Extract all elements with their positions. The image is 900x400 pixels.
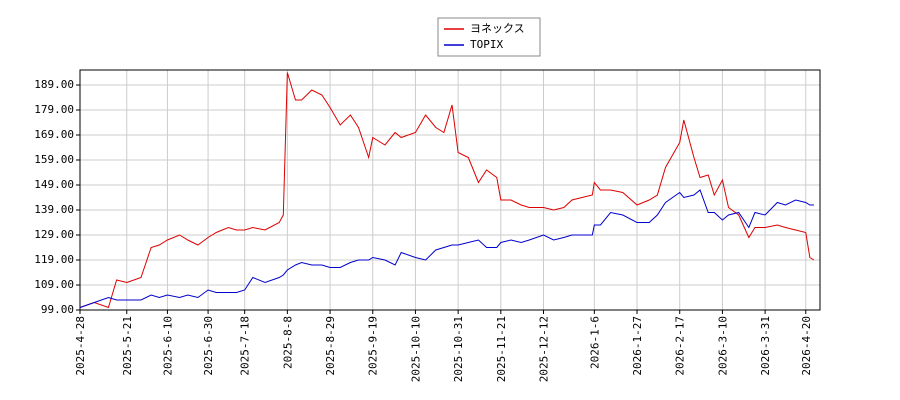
legend-label: ヨネックス: [470, 22, 525, 35]
line-series: [79, 189, 814, 308]
y-tick-label: 139.00: [34, 203, 74, 216]
y-tick-label: 109.00: [34, 278, 74, 291]
plot-frame: [79, 69, 821, 311]
y-tick-label: 149.00: [34, 178, 74, 191]
x-tick-label: 2026-1-27: [631, 316, 644, 376]
x-tick-label: 2025-10-31: [452, 316, 465, 382]
x-tick-label: 2025-6-30: [202, 316, 215, 376]
x-tick-label: 2025-8-8: [281, 316, 294, 369]
x-tick-label: 2025-4-28: [74, 316, 87, 376]
y-tick-label: 179.00: [34, 103, 74, 116]
x-tick-label: 2026-3-31: [759, 316, 772, 376]
x-tick-label: 2026-4-20: [800, 316, 813, 376]
y-tick-label: 169.00: [34, 128, 74, 141]
x-tick-label: 2025-9-19: [367, 316, 380, 376]
y-tick-label: 189.00: [34, 78, 74, 91]
x-tick-label: 2026-3-10: [716, 316, 729, 376]
x-tick-label: 2025-10-10: [409, 316, 422, 382]
x-tick-label: 2025-5-21: [121, 316, 134, 376]
x-tick-label: 2026-2-17: [674, 316, 687, 376]
x-tick-label: 2025-11-21: [495, 316, 508, 382]
x-tick-label: 2025-8-29: [324, 316, 337, 376]
y-tick-label: 119.00: [34, 253, 74, 266]
legend-box: [437, 17, 541, 57]
x-tick-label: 2026-1-6: [588, 316, 601, 369]
y-tick-label: 99.00: [41, 303, 74, 316]
y-tick-label: 129.00: [34, 228, 74, 241]
y-tick-label: 159.00: [34, 153, 74, 166]
x-tick-label: 2025-7-18: [239, 316, 252, 376]
x-tick-label: 2025-6-10: [161, 316, 174, 376]
x-tick-label: 2025-12-12: [538, 316, 551, 382]
line-series: [79, 72, 815, 309]
legend-label: TOPIX: [470, 38, 503, 51]
